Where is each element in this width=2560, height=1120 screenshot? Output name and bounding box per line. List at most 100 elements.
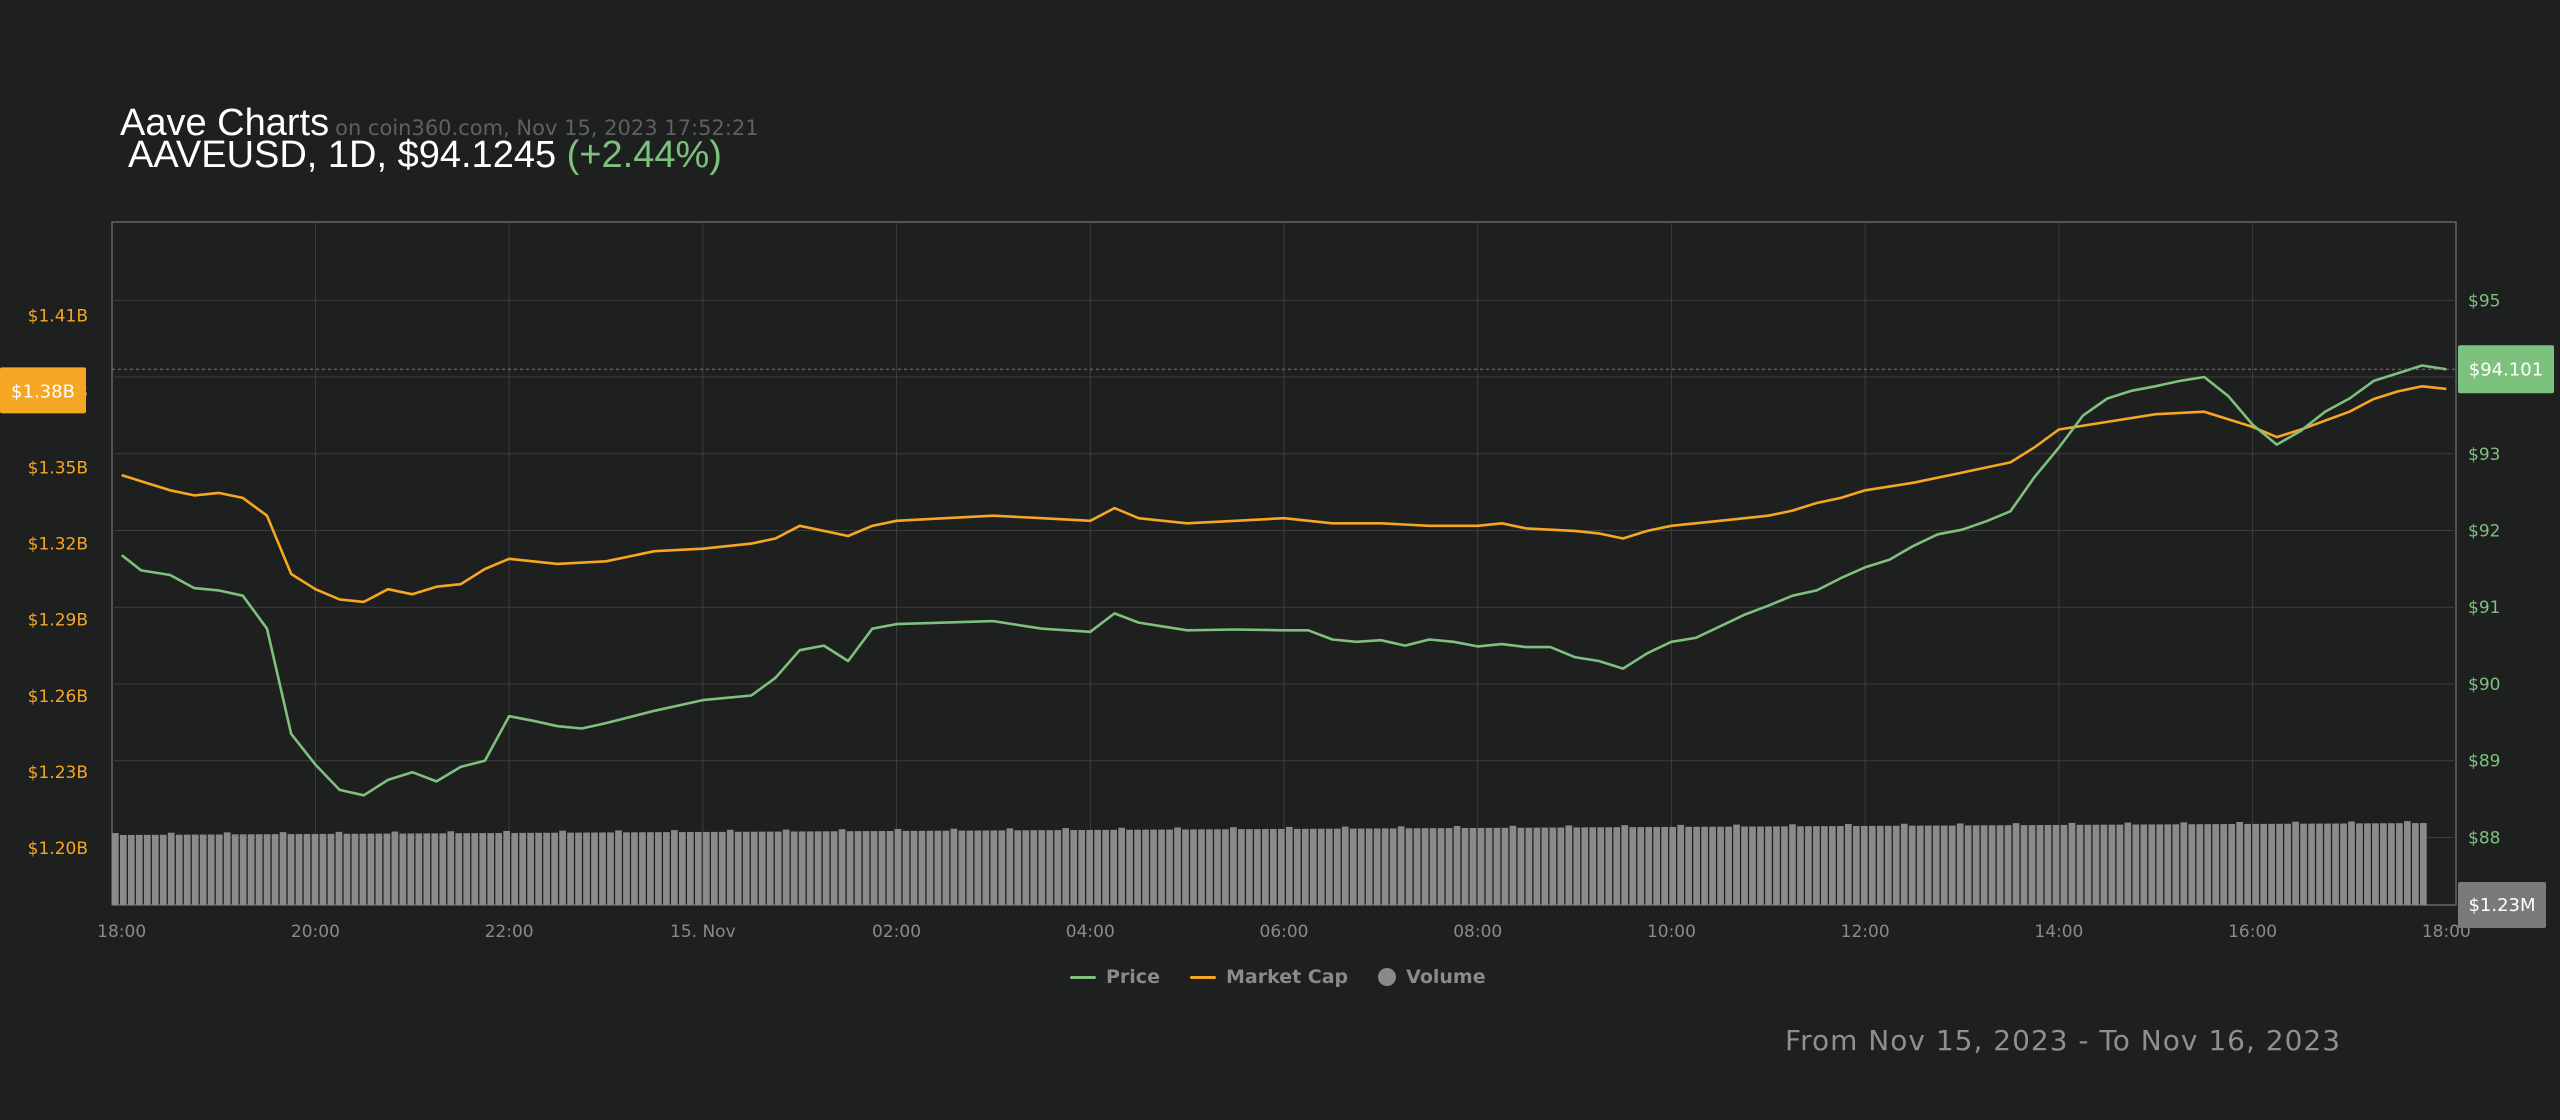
volume-bar: [223, 832, 231, 905]
volume-bar: [567, 832, 574, 905]
volume-bar: [1397, 826, 1405, 905]
volume-bar: [2180, 822, 2188, 905]
volume-bar: [2140, 824, 2148, 905]
volume-bar: [599, 832, 606, 905]
volume-bar: [1262, 829, 1269, 905]
symbol-price-text: AAVEUSD, 1D, $94.1245: [128, 134, 557, 176]
volume-bar: [1829, 826, 1836, 905]
volume-bar: [423, 833, 431, 905]
volume-bar: [1948, 825, 1956, 905]
volume-bar: [639, 832, 646, 905]
volume-bar: [902, 830, 910, 905]
volume-bar: [734, 831, 742, 905]
volume-bar: [1062, 828, 1070, 905]
volume-bar: [854, 831, 862, 905]
volume-bar: [2324, 823, 2331, 905]
volume-bar: [774, 831, 782, 905]
volume-bar: [1014, 830, 1022, 905]
volume-bar: [1230, 827, 1237, 905]
volume-bar: [351, 833, 359, 905]
volume-bar: [1381, 828, 1389, 905]
volume-bar: [583, 832, 590, 905]
volume-bar: [1389, 828, 1397, 905]
volume-bar: [2380, 823, 2387, 905]
volume-bar: [2004, 825, 2012, 905]
volume-bar: [2276, 823, 2283, 905]
volume-bar: [1884, 825, 1892, 905]
volume-bar: [1805, 826, 1812, 905]
volume-bar: [1054, 830, 1062, 905]
volume-bar: [950, 828, 958, 905]
volume-bar: [750, 831, 758, 905]
legend-item-volume[interactable]: Volume: [1378, 966, 1486, 988]
volume-bar: [407, 833, 415, 905]
volume-bar: [926, 830, 934, 905]
volume-bar: [838, 829, 846, 905]
volume-bar: [455, 833, 463, 905]
volume-bar: [415, 833, 423, 905]
y-right-tick-label: $89: [2468, 752, 2500, 772]
volume-bar: [1964, 825, 1972, 905]
y-left-tick-label: $1.23B: [28, 763, 88, 783]
volume-bar: [822, 831, 830, 905]
volume-bar: [1182, 829, 1189, 905]
volume-bar: [247, 834, 255, 905]
volume-bar: [1501, 827, 1509, 905]
volume-bar: [1246, 829, 1253, 905]
x-tick-label: 08:00: [1453, 922, 1502, 942]
volume-bar: [1293, 828, 1301, 905]
volume-bar: [1653, 827, 1661, 905]
volume-bar: [623, 832, 630, 905]
volume-bar: [2156, 824, 2164, 905]
volume-bar: [2036, 825, 2044, 905]
volume-bar: [1270, 829, 1277, 905]
volume-bar: [2164, 824, 2172, 905]
volume-bar: [1988, 825, 1996, 905]
legend-label-price: Price: [1106, 966, 1160, 988]
volume-bar: [2372, 823, 2379, 905]
volume-bar: [431, 833, 439, 905]
volume-value-tag: [2458, 882, 2546, 928]
volume-bar: [1333, 828, 1341, 905]
volume-bar: [487, 833, 495, 905]
volume-bar: [1317, 828, 1325, 905]
chart-source-timestamp: on coin360.com, Nov 15, 2023 17:52:21: [335, 116, 759, 140]
volume-bar: [1900, 823, 1908, 905]
volume-bar: [2108, 824, 2116, 905]
y-right-tick-label: $95: [2468, 291, 2500, 311]
volume-bar: [2020, 825, 2028, 905]
volume-bar: [463, 833, 471, 905]
volume-bar: [2124, 822, 2132, 905]
legend-item-market-cap[interactable]: Market Cap: [1189, 966, 1348, 988]
volume-bar: [1821, 826, 1828, 905]
legend-item-price[interactable]: Price: [1070, 966, 1160, 988]
volume-bar: [1309, 828, 1317, 905]
volume-circle-icon: [1378, 968, 1397, 986]
volume-bar: [1860, 825, 1868, 905]
volume-bar: [1677, 824, 1684, 905]
volume-bar: [1621, 825, 1629, 905]
volume-bar: [1565, 825, 1573, 905]
volume-bar: [519, 832, 526, 905]
volume-bar: [1789, 824, 1796, 905]
volume-bar: [1461, 828, 1469, 905]
volume-bar: [391, 831, 399, 905]
volume-bar: [207, 834, 215, 905]
volume-bar: [1557, 827, 1565, 905]
y-left-tick-label: $1.29B: [28, 611, 88, 631]
volume-bar: [2212, 824, 2220, 905]
volume-bar: [2340, 823, 2347, 905]
volume-value-label: $1.23M: [2468, 895, 2535, 916]
volume-bar: [878, 831, 886, 905]
x-tick-label: 14:00: [2034, 922, 2083, 942]
volume-bar: [1413, 828, 1421, 905]
volume-bar: [143, 834, 151, 905]
volume-bar: [798, 831, 806, 905]
volume-bar: [287, 834, 295, 905]
volume-bar: [990, 830, 998, 905]
volume-bar: [1118, 827, 1125, 905]
volume-bar: [2188, 824, 2196, 905]
volume-bar: [1637, 827, 1645, 905]
volume-bar: [1972, 825, 1980, 905]
